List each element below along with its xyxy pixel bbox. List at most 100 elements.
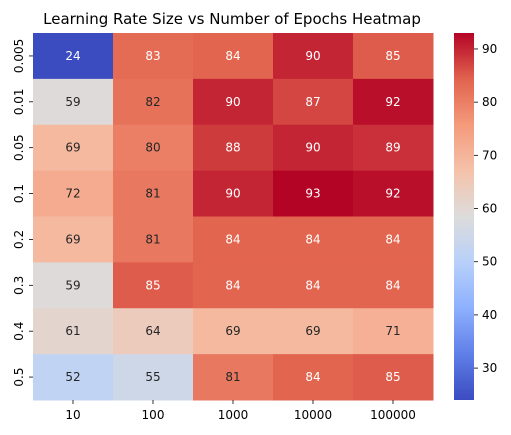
cell-value-label: 85 — [145, 278, 160, 292]
cell-value-label: 84 — [225, 278, 240, 292]
cell-value-label: 59 — [65, 278, 80, 292]
heatmap-cell — [113, 354, 194, 401]
colorbar-tick-label: 70 — [482, 148, 497, 162]
colorbar-tick-label: 90 — [482, 42, 497, 56]
cell-value-label: 59 — [65, 95, 80, 109]
heatmap-cell — [193, 308, 274, 355]
colorbar-tick-label: 30 — [482, 361, 497, 375]
heatmap-cell — [113, 170, 194, 217]
heatmap-cell — [273, 33, 354, 80]
heatmap-cell — [33, 262, 114, 309]
cell-value-label: 84 — [225, 232, 240, 246]
x-tick-label: 100 — [142, 408, 165, 422]
colorbar-tick-label: 60 — [482, 202, 497, 216]
cell-value-label: 85 — [385, 49, 400, 63]
x-axis: 10 100 1000 10000 100000 — [65, 400, 416, 422]
cell-value-label: 87 — [305, 95, 320, 109]
colorbar-tick-label: 50 — [482, 255, 497, 269]
cell-value-label: 64 — [145, 324, 160, 338]
colorbar-tick-label: 40 — [482, 308, 497, 322]
cell-value-label: 69 — [225, 324, 240, 338]
heatmap-cell — [33, 308, 114, 355]
heatmap-cell — [193, 262, 274, 309]
cell-value-label: 90 — [305, 141, 320, 155]
cell-value-label: 24 — [65, 49, 80, 63]
heatmap-cell — [273, 262, 354, 309]
y-tick-label: 0.05 — [12, 134, 26, 161]
cell-value-label: 81 — [145, 232, 160, 246]
y-tick-label: 0.1 — [12, 184, 26, 203]
heatmap-cell — [193, 124, 274, 172]
cell-value-label: 80 — [145, 141, 160, 155]
cell-value-label: 92 — [385, 95, 400, 109]
heatmap-cell — [113, 124, 194, 172]
heatmap-cell — [193, 354, 274, 401]
heatmap-cell — [353, 308, 434, 355]
heatmap-cell — [353, 262, 434, 309]
cell-value-label: 81 — [225, 370, 240, 384]
heatmap-cell — [33, 33, 114, 80]
heatmap-cell — [193, 216, 274, 263]
cell-value-label: 92 — [385, 187, 400, 201]
cell-value-label: 84 — [385, 232, 400, 246]
heatmap-cell — [193, 33, 274, 80]
cell-value-label: 52 — [65, 370, 80, 384]
heatmap-cell — [113, 216, 194, 263]
heatmap-cell — [113, 78, 194, 126]
heatmap-cell — [353, 216, 434, 263]
x-tick-label: 100000 — [370, 408, 416, 422]
cell-value-label: 69 — [65, 232, 80, 246]
heatmap-cell — [113, 33, 194, 80]
cell-value-label: 71 — [385, 324, 400, 338]
cell-value-label: 81 — [145, 187, 160, 201]
cell-value-label: 84 — [305, 370, 320, 384]
heatmap-cell — [273, 170, 354, 217]
x-tick-label: 10 — [65, 408, 80, 422]
heatmap-cells: 24 83 84 90 85 59 82 90 87 92 69 80 88 90 89 72 81 90 93 92… — [33, 33, 434, 401]
y-tick-label: 0.3 — [12, 276, 26, 295]
heatmap-cell — [113, 262, 194, 309]
cell-value-label: 90 — [225, 95, 240, 109]
cell-value-label: 82 — [145, 95, 160, 109]
cell-value-label: 69 — [65, 141, 80, 155]
colorbar-gradient — [454, 33, 474, 400]
heatmap-cell — [353, 78, 434, 126]
x-tick-label: 10000 — [294, 408, 332, 422]
cell-value-label: 84 — [225, 49, 240, 63]
cell-value-label: 72 — [65, 187, 80, 201]
heatmap-cell — [193, 170, 274, 217]
heatmap-cell — [353, 170, 434, 217]
heatmap-cell — [33, 216, 114, 263]
heatmap-cell — [33, 78, 114, 126]
cell-value-label: 84 — [385, 278, 400, 292]
heatmap-cell — [273, 124, 354, 172]
y-tick-label: 0.4 — [12, 322, 26, 341]
y-tick-label: 0.5 — [12, 368, 26, 387]
heatmap-cell — [193, 78, 274, 126]
heatmap-cell — [353, 124, 434, 172]
cell-value-label: 90 — [225, 187, 240, 201]
colorbar-tick-label: 80 — [482, 95, 497, 109]
cell-value-label: 84 — [305, 278, 320, 292]
heatmap-cell — [273, 78, 354, 126]
x-tick-label: 1000 — [218, 408, 249, 422]
y-axis: 0.005 0.01 0.05 0.1 0.2 0.3 0.4 0.5 — [12, 39, 33, 387]
heatmap-cell — [353, 33, 434, 80]
cell-value-label: 69 — [305, 324, 320, 338]
cell-value-label: 93 — [305, 187, 320, 201]
y-tick-label: 0.01 — [12, 88, 26, 115]
heatmap-cell — [33, 170, 114, 217]
colorbar: 30 40 50 60 70 80 90 — [454, 33, 497, 400]
y-tick-label: 0.2 — [12, 230, 26, 249]
heatmap-cell — [353, 354, 434, 401]
heatmap-cell — [113, 308, 194, 355]
cell-value-label: 89 — [385, 141, 400, 155]
cell-value-label: 90 — [305, 49, 320, 63]
cell-value-label: 84 — [305, 232, 320, 246]
chart-title: Learning Rate Size vs Number of Epochs H… — [43, 10, 421, 28]
cell-value-label: 85 — [385, 370, 400, 384]
heatmap-cell — [273, 308, 354, 355]
heatmap-cell — [33, 124, 114, 172]
y-tick-label: 0.005 — [12, 39, 26, 73]
